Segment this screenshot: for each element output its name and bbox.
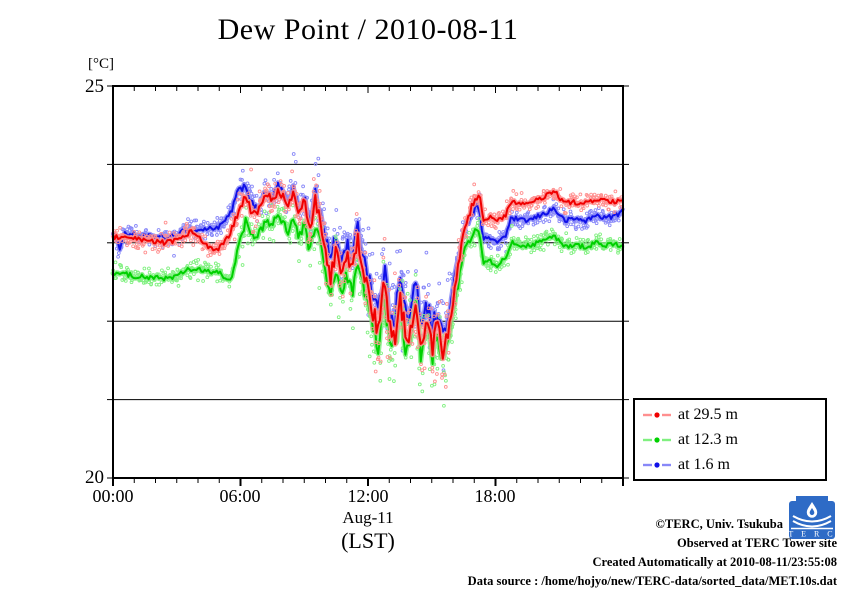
legend-item-12-3m: at 12.3 m (643, 431, 821, 449)
y-axis-tick-label-min: 20 (85, 467, 104, 488)
svg-text:T E R C: T E R C (789, 530, 835, 539)
plot-area (104, 77, 632, 489)
data-source-line: Data source : /home/hojyo/new/TERC-data/… (467, 574, 837, 588)
x-axis-tick-label-00: 00:00 (92, 486, 134, 506)
y-axis-unit-label: [°C] (88, 56, 114, 72)
legend: at 29.5 m at 12.3 m at 1.6 m (633, 398, 827, 481)
legend-line-marker-icon (643, 436, 671, 443)
legend-line-marker-icon (643, 461, 671, 468)
x-axis-date-label: Aug-11 (342, 508, 394, 527)
x-axis-tick-label-18: 18:00 (474, 486, 516, 506)
x-axis-time-unit-label: (LST) (341, 528, 395, 553)
observed-site-line: Observed at TERC Tower site (677, 536, 837, 550)
legend-item-1-6m: at 1.6 m (643, 456, 821, 474)
legend-label: at 1.6 m (678, 455, 730, 473)
y-axis-tick-label-max: 25 (85, 76, 104, 97)
dew-point-chart (107, 85, 629, 486)
legend-item-29-5m: at 29.5 m (643, 406, 821, 424)
x-axis-tick-label-06: 06:00 (219, 486, 261, 506)
x-axis-tick-label-12: 12:00 (347, 486, 389, 506)
attribution-block: ©TERC, Univ. Tsukuba Observed at TERC To… (468, 515, 837, 591)
legend-label: at 29.5 m (678, 405, 738, 423)
terc-logo-icon: T E R C (789, 496, 835, 539)
legend-line-marker-icon (643, 411, 671, 418)
chart-title: Dew Point / 2010-08-11 (217, 13, 519, 46)
legend-label: at 12.3 m (678, 430, 738, 448)
created-timestamp-line: Created Automatically at 2010-08-11/23:5… (592, 555, 837, 569)
copyright-line: ©TERC, Univ. Tsukuba (655, 517, 783, 531)
